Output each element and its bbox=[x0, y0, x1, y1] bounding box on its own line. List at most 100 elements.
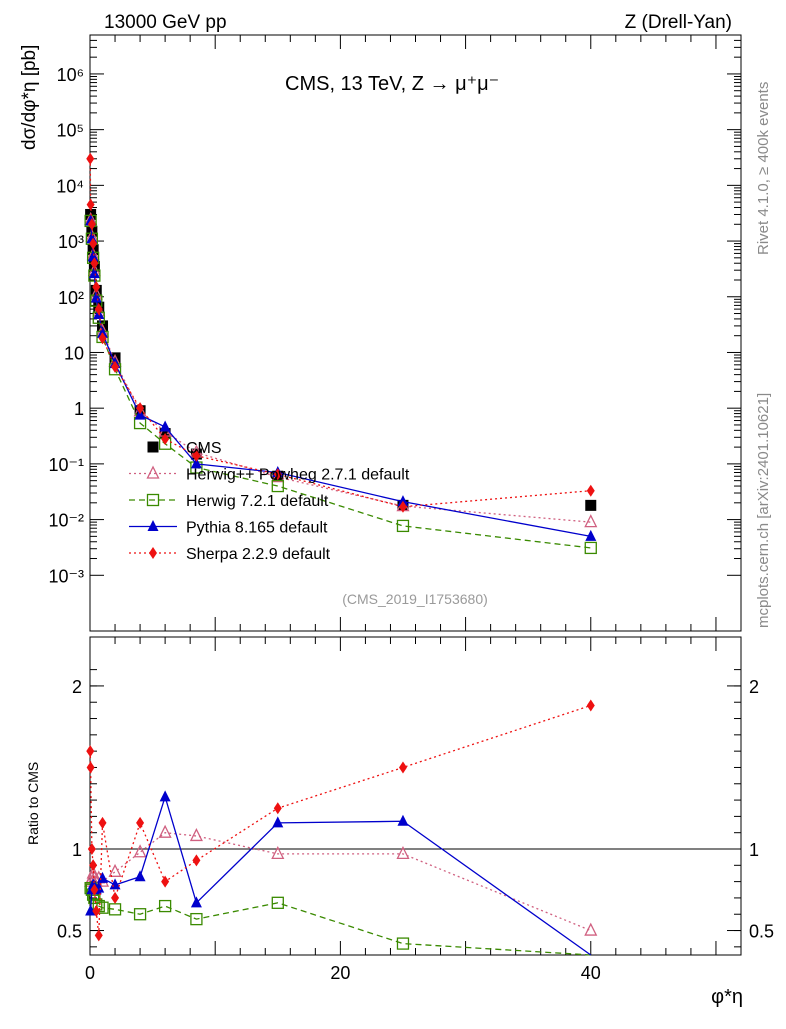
main-line-herwig-powheg-2-7-1-default bbox=[89, 219, 591, 523]
main-point-sherpa-2-2-9-default bbox=[161, 432, 170, 445]
legend-label-sherpa-2-2-9-default: Sherpa 2.2.9 default bbox=[186, 546, 331, 563]
legend-entry-sherpa-2-2-9-default: Sherpa 2.2.9 default bbox=[129, 546, 331, 563]
ratio-line-pythia-8-165-default bbox=[89, 794, 592, 956]
ratio-point-sherpa-2-2-9-default bbox=[89, 859, 98, 872]
main-point-pythia-8-165-default bbox=[397, 495, 409, 507]
legend-marker-herwig-7-2-1-default bbox=[146, 493, 160, 507]
main-y-tick-label: 10⁻¹ bbox=[48, 455, 84, 475]
ratio-y-tick-label: 0.5 bbox=[57, 922, 82, 942]
ratio-y-tick-label-right: 2 bbox=[749, 677, 759, 697]
ratio-point-herwig-powheg-2-7-1-default bbox=[189, 828, 203, 842]
ratio-point-pythia-8-165-default bbox=[85, 904, 97, 916]
mcplots-reference-label: mcplots.cern.ch [arXiv:2401.10621] bbox=[755, 393, 772, 628]
ratio-point-pythia-8-165-default bbox=[109, 878, 121, 890]
ratio-point-sherpa-2-2-9-default bbox=[161, 875, 170, 888]
main-point-sherpa-2-2-9-default bbox=[92, 280, 101, 293]
main-plot-title: CMS, 13 TeV, Z → μ⁺μ⁻ bbox=[285, 73, 499, 95]
rivet-version-label: Rivet 4.1.0, ≥ 400k events bbox=[755, 82, 772, 255]
ratio-point-sherpa-2-2-9-default bbox=[192, 854, 201, 867]
legend-entry-herwig-powheg-2-7-1-default: Herwig++ Powheg 2.7.1 default bbox=[129, 465, 410, 484]
x-tick-label: 0 bbox=[85, 963, 95, 983]
main-y-tick-label: 10³ bbox=[58, 232, 84, 252]
main-y-tick-label: 10⁴ bbox=[56, 176, 84, 196]
ratio-point-pythia-8-165-default bbox=[397, 814, 409, 826]
ratio-point-sherpa-2-2-9-default bbox=[136, 816, 145, 829]
main-point-pythia-8-165-default bbox=[190, 457, 202, 469]
legend-label-herwig-7-2-1-default: Herwig 7.2.1 default bbox=[186, 493, 329, 510]
ratio-point-sherpa-2-2-9-default bbox=[111, 891, 120, 904]
main-line-herwig-7-2-1-default bbox=[89, 220, 591, 549]
ratio-y-axis-label: Ratio to CMS bbox=[25, 762, 41, 845]
header-energy: 13000 GeV pp bbox=[104, 12, 227, 33]
ratio-series-layer bbox=[84, 699, 598, 956]
main-y-tick-label: 10⁶ bbox=[57, 65, 84, 85]
main-point-sherpa-2-2-9-default bbox=[90, 257, 99, 270]
legend-entry-pythia-8-165-default: Pythia 8.165 default bbox=[129, 520, 328, 537]
main-point-sherpa-2-2-9-default bbox=[94, 303, 103, 316]
legend: CMS Herwig++ Powheg 2.7.1 default Herwig 7… bbox=[129, 440, 410, 563]
ratio-point-sherpa-2-2-9-default bbox=[87, 843, 96, 855]
main-series-herwig-7-2-1-default bbox=[84, 214, 597, 555]
main-y-tick-label: 10⁻² bbox=[48, 511, 84, 531]
legend-label-cms: CMS bbox=[186, 440, 222, 457]
ratio-y-tick-label-right: 0.5 bbox=[749, 922, 774, 942]
main-point-pythia-8-165-default bbox=[87, 250, 99, 262]
main-point-pythia-8-165-default bbox=[90, 291, 102, 303]
legend-label-herwig-powheg-2-7-1-default: Herwig++ Powheg 2.7.1 default bbox=[186, 467, 410, 484]
main-y-tick-label: 10⁻³ bbox=[48, 566, 84, 586]
main-point-sherpa-2-2-9-default bbox=[398, 500, 407, 513]
ratio-point-pythia-8-165-default bbox=[159, 790, 171, 802]
ratio-point-pythia-8-165-default bbox=[272, 816, 284, 828]
ratio-point-herwig-powheg-2-7-1-default bbox=[584, 922, 598, 936]
main-point-sherpa-2-2-9-default bbox=[86, 152, 95, 165]
ratio-point-pythia-8-165-default bbox=[190, 896, 202, 908]
ratio-point-herwig-powheg-2-7-1-default bbox=[133, 844, 147, 858]
ratio-y-tick-label-right: 1 bbox=[749, 840, 759, 860]
ratio-point-herwig-7-2-1-default bbox=[271, 896, 284, 909]
ratio-line-herwig-7-2-1-default bbox=[90, 887, 591, 956]
ratio-point-herwig-7-2-1-default bbox=[158, 899, 172, 913]
ratio-point-herwig-powheg-2-7-1-default bbox=[108, 863, 122, 877]
ratio-point-sherpa-2-2-9-default bbox=[86, 745, 95, 758]
ratio-point-sherpa-2-2-9-default bbox=[90, 883, 99, 896]
ratio-point-sherpa-2-2-9-default bbox=[94, 929, 103, 942]
main-y-axis-label: dσ/dφ*η [pb] bbox=[19, 45, 40, 150]
ratio-plot-frame bbox=[89, 636, 742, 956]
ratio-point-sherpa-2-2-9-default bbox=[273, 802, 282, 815]
main-point-sherpa-2-2-9-default bbox=[111, 360, 120, 373]
analysis-id-label: (CMS_2019_I1753680) bbox=[342, 591, 488, 607]
ratio-point-sherpa-2-2-9-default bbox=[98, 816, 107, 829]
main-y-tick-label: 1 bbox=[74, 399, 84, 419]
ratio-point-herwig-powheg-2-7-1-default bbox=[271, 845, 285, 860]
main-plot-frame bbox=[89, 34, 742, 632]
main-point-sherpa-2-2-9-default bbox=[86, 198, 95, 211]
x-tick-label: 20 bbox=[330, 963, 350, 983]
ratio-line-herwig-powheg-2-7-1-default bbox=[90, 832, 592, 932]
main-point-cms bbox=[585, 499, 597, 511]
ratio-series-sherpa-2-2-9-default bbox=[86, 699, 595, 942]
ratio-series-herwig-7-2-1-default bbox=[84, 881, 591, 956]
main-point-sherpa-2-2-9-default bbox=[192, 449, 201, 462]
main-line-pythia-8-165-default bbox=[89, 220, 591, 537]
ratio-y-tick-label: 2 bbox=[72, 677, 82, 697]
main-series-layer bbox=[84, 152, 598, 555]
ratio-series-pythia-8-165-default bbox=[85, 790, 592, 956]
main-point-herwig-powheg-2-7-1-default bbox=[584, 514, 598, 528]
main-point-sherpa-2-2-9-default bbox=[586, 484, 595, 497]
legend-label-pythia-8-165-default: Pythia 8.165 default bbox=[186, 520, 328, 537]
main-point-herwig-7-2-1-default bbox=[584, 541, 597, 555]
main-y-tick-label: 10 bbox=[64, 343, 84, 363]
ratio-point-sherpa-2-2-9-default bbox=[92, 904, 101, 917]
main-y-tick-label: 10⁵ bbox=[57, 121, 84, 141]
main-point-sherpa-2-2-9-default bbox=[98, 332, 107, 345]
main-point-pythia-8-165-default bbox=[88, 267, 100, 279]
legend-marker-sherpa-2-2-9-default bbox=[149, 547, 157, 559]
main-line-sherpa-2-2-9-default bbox=[89, 158, 591, 508]
main-point-pythia-8-165-default bbox=[159, 420, 171, 432]
ratio-point-sherpa-2-2-9-default bbox=[86, 761, 95, 774]
ratio-point-sherpa-2-2-9-default bbox=[586, 699, 595, 712]
main-point-sherpa-2-2-9-default bbox=[273, 468, 282, 481]
x-axis-label: φ*η bbox=[711, 986, 743, 1008]
